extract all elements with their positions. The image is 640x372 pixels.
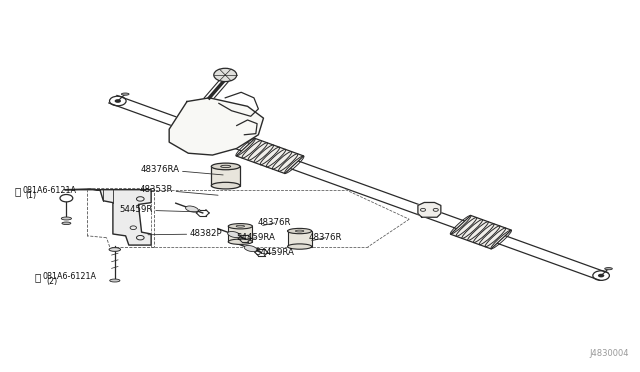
Ellipse shape — [62, 222, 71, 225]
Ellipse shape — [109, 248, 120, 251]
Text: 54459RA: 54459RA — [237, 233, 275, 242]
Ellipse shape — [228, 231, 241, 238]
Text: (2): (2) — [46, 277, 57, 286]
Polygon shape — [451, 215, 511, 249]
FancyBboxPatch shape — [228, 226, 252, 242]
Text: Ⓑ: Ⓑ — [35, 273, 41, 283]
Text: 081A6-6121A: 081A6-6121A — [22, 186, 76, 195]
Ellipse shape — [109, 279, 120, 282]
Text: J4830004: J4830004 — [589, 349, 629, 358]
Polygon shape — [65, 189, 151, 245]
Text: 54459R: 54459R — [120, 205, 198, 215]
Text: (1): (1) — [26, 191, 36, 200]
Ellipse shape — [228, 239, 252, 244]
Circle shape — [214, 68, 237, 81]
Text: 54459RA: 54459RA — [255, 248, 294, 257]
Ellipse shape — [244, 246, 257, 251]
FancyBboxPatch shape — [211, 166, 240, 186]
Ellipse shape — [228, 224, 252, 229]
Ellipse shape — [122, 93, 129, 95]
Circle shape — [115, 99, 121, 103]
Ellipse shape — [211, 163, 240, 170]
Ellipse shape — [61, 217, 72, 220]
Text: 48376R: 48376R — [309, 233, 342, 242]
Text: 48376RA: 48376RA — [141, 165, 223, 175]
Ellipse shape — [186, 206, 198, 212]
Text: 48353R: 48353R — [140, 185, 218, 195]
Text: 48382P: 48382P — [148, 230, 222, 238]
Polygon shape — [169, 98, 264, 155]
Ellipse shape — [605, 267, 612, 270]
Text: 48376R: 48376R — [258, 218, 291, 227]
Ellipse shape — [287, 228, 312, 234]
Circle shape — [598, 274, 604, 278]
Text: 081A6-6121A: 081A6-6121A — [43, 272, 97, 281]
Ellipse shape — [211, 182, 240, 189]
Text: Ⓑ: Ⓑ — [14, 186, 20, 196]
Polygon shape — [418, 202, 441, 217]
Ellipse shape — [287, 244, 312, 249]
Polygon shape — [236, 138, 304, 173]
FancyBboxPatch shape — [287, 231, 312, 247]
